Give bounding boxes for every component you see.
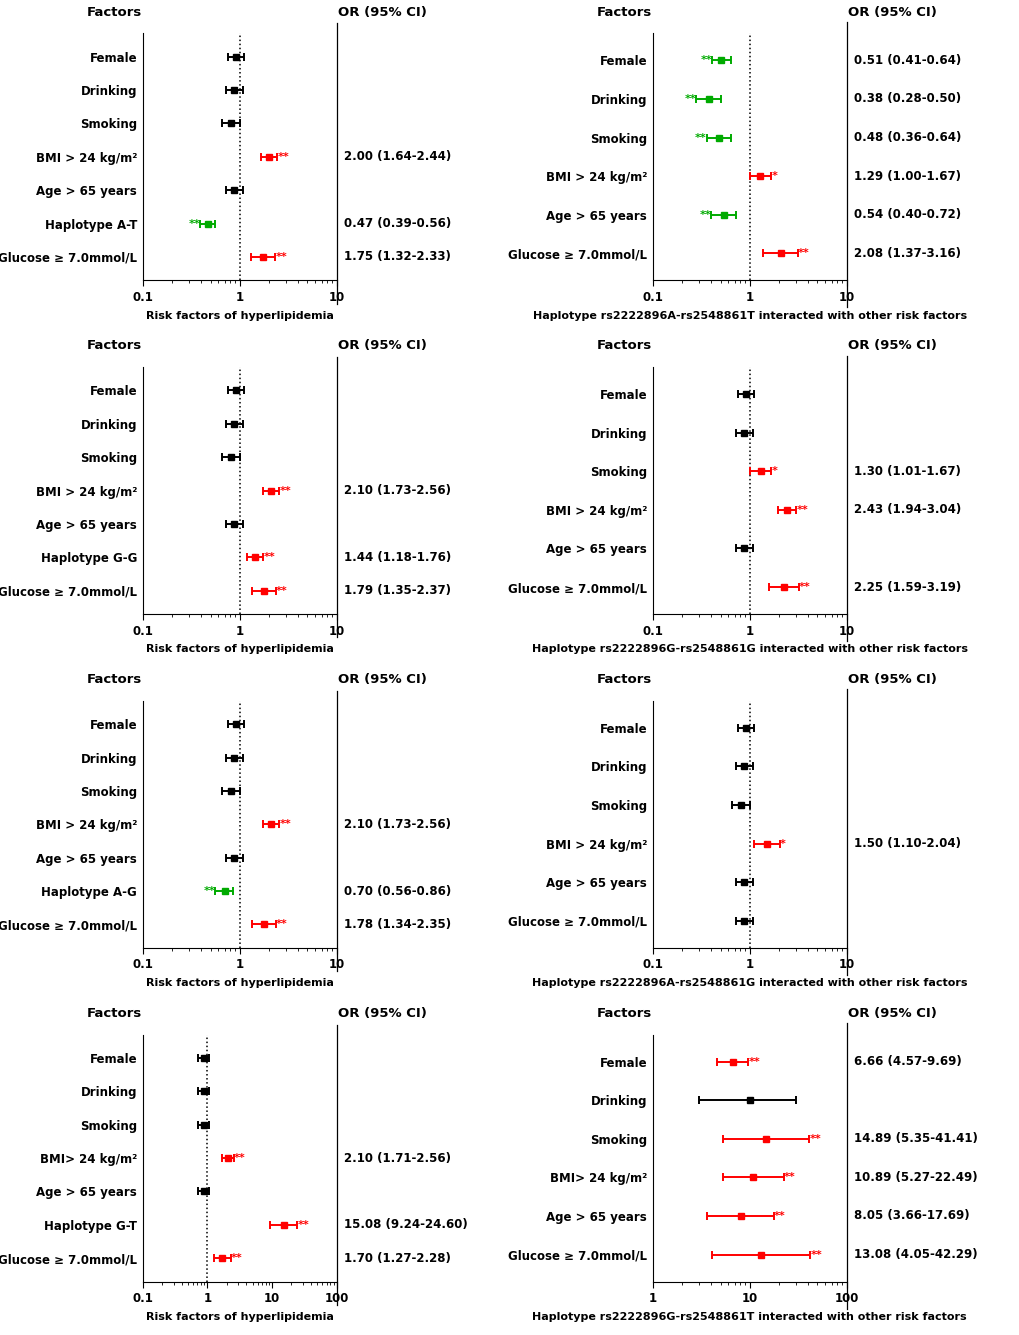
- Text: **: **: [700, 55, 711, 65]
- Text: 1.44 (1.18-1.76): 1.44 (1.18-1.76): [344, 551, 451, 563]
- Text: 0.48 (0.36-0.64): 0.48 (0.36-0.64): [854, 131, 961, 144]
- Text: **: **: [230, 1254, 243, 1263]
- Text: 14.89 (5.35-41.41): 14.89 (5.35-41.41): [854, 1132, 977, 1145]
- X-axis label: Risk factors of hyperlipidemia: Risk factors of hyperlipidemia: [146, 979, 333, 988]
- Text: **: **: [204, 886, 215, 896]
- Text: 1.78 (1.34-2.35): 1.78 (1.34-2.35): [344, 918, 451, 930]
- Text: **: **: [694, 132, 706, 143]
- Text: Factors: Factors: [87, 673, 142, 686]
- Text: 13.08 (4.05-42.29): 13.08 (4.05-42.29): [854, 1248, 977, 1262]
- Text: **: **: [809, 1250, 821, 1260]
- Text: **: **: [279, 820, 290, 829]
- X-axis label: Risk factors of hyperlipidemia: Risk factors of hyperlipidemia: [146, 311, 333, 320]
- Text: 2.08 (1.37-3.16): 2.08 (1.37-3.16): [854, 247, 961, 260]
- Text: 0.54 (0.40-0.72): 0.54 (0.40-0.72): [854, 208, 961, 222]
- Text: OR (95% CI): OR (95% CI): [847, 5, 935, 19]
- Text: **: **: [276, 586, 287, 595]
- Text: **: **: [275, 252, 286, 262]
- Text: **: **: [809, 1133, 820, 1144]
- Text: **: **: [684, 93, 695, 104]
- Text: 0.70 (0.56-0.86): 0.70 (0.56-0.86): [344, 885, 451, 897]
- Text: Factors: Factors: [596, 1007, 651, 1020]
- Text: 0.51 (0.41-0.64): 0.51 (0.41-0.64): [854, 53, 961, 67]
- Text: **: **: [699, 210, 710, 220]
- Text: 1.29 (1.00-1.67): 1.29 (1.00-1.67): [854, 170, 961, 183]
- Text: 0.38 (0.28-0.50): 0.38 (0.28-0.50): [854, 92, 961, 105]
- X-axis label: Haplotype rs2222896G-rs2548861G interacted with other risk factors: Haplotype rs2222896G-rs2548861G interact…: [531, 645, 967, 654]
- Text: *: *: [770, 171, 776, 182]
- Text: 2.25 (1.59-3.19): 2.25 (1.59-3.19): [854, 581, 961, 594]
- Text: 2.43 (1.94-3.04): 2.43 (1.94-3.04): [854, 503, 961, 517]
- Text: 10.89 (5.27-22.49): 10.89 (5.27-22.49): [854, 1171, 977, 1184]
- Text: **: **: [783, 1172, 795, 1183]
- Text: 2.10 (1.71-2.56): 2.10 (1.71-2.56): [344, 1152, 451, 1164]
- Text: 2.10 (1.73-2.56): 2.10 (1.73-2.56): [344, 485, 451, 497]
- Text: 1.50 (1.10-2.04): 1.50 (1.10-2.04): [854, 837, 961, 850]
- Text: **: **: [797, 248, 809, 259]
- Text: 15.08 (9.24-24.60): 15.08 (9.24-24.60): [344, 1219, 468, 1231]
- Text: **: **: [275, 920, 287, 929]
- Text: OR (95% CI): OR (95% CI): [337, 339, 426, 352]
- Text: **: **: [277, 152, 288, 162]
- Text: 0.47 (0.39-0.56): 0.47 (0.39-0.56): [344, 218, 451, 230]
- Text: OR (95% CI): OR (95% CI): [847, 673, 935, 686]
- Text: 8.05 (3.66-17.69): 8.05 (3.66-17.69): [854, 1210, 969, 1223]
- Text: *: *: [779, 838, 785, 849]
- Text: Factors: Factors: [596, 339, 651, 352]
- Text: **: **: [297, 1220, 309, 1230]
- Text: OR (95% CI): OR (95% CI): [847, 1007, 935, 1020]
- Text: **: **: [748, 1056, 759, 1067]
- Text: 1.30 (1.01-1.67): 1.30 (1.01-1.67): [854, 465, 960, 478]
- Text: **: **: [279, 486, 290, 495]
- Text: **: **: [796, 505, 807, 515]
- X-axis label: Risk factors of hyperlipidemia: Risk factors of hyperlipidemia: [146, 645, 333, 654]
- Text: Factors: Factors: [87, 1007, 142, 1020]
- Text: 1.75 (1.32-2.33): 1.75 (1.32-2.33): [344, 251, 450, 263]
- Text: OR (95% CI): OR (95% CI): [847, 339, 935, 352]
- Text: OR (95% CI): OR (95% CI): [337, 5, 426, 19]
- Text: OR (95% CI): OR (95% CI): [337, 1007, 426, 1020]
- Text: Factors: Factors: [87, 339, 142, 352]
- Text: **: **: [233, 1153, 246, 1163]
- Text: **: **: [189, 219, 200, 228]
- Text: OR (95% CI): OR (95% CI): [337, 673, 426, 686]
- Text: 2.00 (1.64-2.44): 2.00 (1.64-2.44): [344, 151, 451, 163]
- Text: 1.79 (1.35-2.37): 1.79 (1.35-2.37): [344, 585, 451, 597]
- X-axis label: Haplotype rs2222896A-rs2548861T interacted with other risk factors: Haplotype rs2222896A-rs2548861T interact…: [532, 311, 966, 320]
- Text: 2.10 (1.73-2.56): 2.10 (1.73-2.56): [344, 818, 451, 830]
- Text: **: **: [263, 553, 275, 562]
- Text: Factors: Factors: [596, 5, 651, 19]
- Text: Factors: Factors: [87, 5, 142, 19]
- X-axis label: Risk factors of hyperlipidemia: Risk factors of hyperlipidemia: [146, 1312, 333, 1322]
- X-axis label: Haplotype rs2222896A-rs2548861G interacted with other risk factors: Haplotype rs2222896A-rs2548861G interact…: [532, 979, 966, 988]
- Text: **: **: [798, 582, 809, 593]
- Text: *: *: [770, 466, 776, 477]
- Text: Factors: Factors: [596, 673, 651, 686]
- Text: 1.70 (1.27-2.28): 1.70 (1.27-2.28): [344, 1252, 450, 1264]
- X-axis label: Haplotype rs2222896G-rs2548861T interacted with other risk factors: Haplotype rs2222896G-rs2548861T interact…: [532, 1312, 966, 1322]
- Text: 6.66 (4.57-9.69): 6.66 (4.57-9.69): [854, 1055, 961, 1068]
- Text: **: **: [773, 1211, 785, 1222]
